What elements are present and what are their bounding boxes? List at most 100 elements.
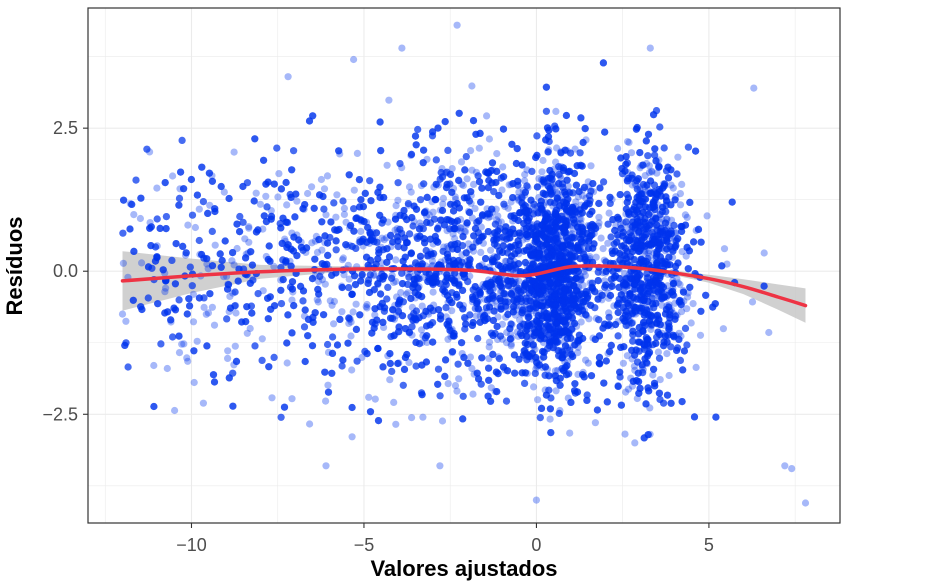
scatter-point <box>380 236 388 244</box>
scatter-point <box>562 207 570 215</box>
scatter-point <box>564 330 572 338</box>
scatter-point <box>469 247 478 255</box>
scatter-point <box>408 303 416 311</box>
scatter-point <box>487 279 495 287</box>
scatter-point <box>628 355 636 363</box>
scatter-point <box>620 287 628 295</box>
scatter-point <box>425 211 433 219</box>
scatter-point <box>483 112 491 120</box>
scatter-point <box>258 335 266 343</box>
scatter-point <box>494 353 502 361</box>
scatter-point <box>398 164 406 172</box>
scatter-point <box>496 278 504 286</box>
scatter-point <box>232 301 240 310</box>
scatter-point <box>556 204 564 212</box>
scatter-point <box>550 372 558 380</box>
scatter-point <box>530 277 539 285</box>
scatter-point <box>231 342 239 350</box>
scatter-point <box>579 248 587 257</box>
scatter-point <box>346 315 354 324</box>
scatter-point <box>647 325 655 334</box>
scatter-point <box>582 312 591 320</box>
scatter-point <box>492 234 500 242</box>
scatter-point <box>575 243 583 251</box>
scatter-point <box>467 199 475 207</box>
scatter-point <box>530 343 538 351</box>
scatter-point <box>430 301 438 309</box>
scatter-point <box>664 329 672 337</box>
scatter-point <box>640 233 648 241</box>
scatter-point <box>572 302 580 310</box>
scatter-point <box>386 376 394 384</box>
scatter-point <box>515 268 523 276</box>
scatter-point <box>330 320 338 328</box>
scatter-point <box>466 245 474 254</box>
scatter-point <box>199 399 207 407</box>
scatter-point <box>195 205 203 213</box>
scatter-point <box>667 181 675 189</box>
scatter-point <box>230 148 238 156</box>
scatter-point <box>550 231 558 239</box>
scatter-point <box>497 305 505 313</box>
scatter-point <box>473 238 481 246</box>
scatter-point <box>552 158 560 166</box>
scatter-point <box>527 264 535 272</box>
scatter-point <box>554 366 562 374</box>
scatter-point <box>392 256 400 264</box>
scatter-point <box>508 334 516 342</box>
scatter-point <box>362 218 371 226</box>
scatter-point <box>208 303 216 311</box>
scatter-point <box>646 230 654 238</box>
scatter-point <box>415 283 423 291</box>
scatter-point <box>676 201 685 209</box>
scatter-point <box>655 290 663 298</box>
scatter-point <box>408 414 416 422</box>
scatter-point <box>632 293 640 301</box>
scatter-point <box>569 233 577 241</box>
scatter-point <box>460 270 468 278</box>
scatter-point <box>622 278 630 286</box>
scatter-point <box>507 180 515 189</box>
scatter-point <box>429 288 437 296</box>
scatter-point <box>552 318 560 326</box>
scatter-point <box>528 330 536 338</box>
scatter-point <box>346 315 354 323</box>
scatter-point <box>572 209 580 217</box>
scatter-point <box>224 354 232 362</box>
scatter-point <box>559 228 568 236</box>
scatter-point <box>586 279 594 287</box>
scatter-point <box>760 249 768 257</box>
scatter-point <box>243 329 251 337</box>
scatter-point <box>478 261 486 269</box>
scatter-point <box>604 239 612 247</box>
scatter-point <box>392 420 400 428</box>
scatter-point <box>459 181 467 190</box>
scatter-point <box>552 387 560 395</box>
scatter-point <box>549 272 558 280</box>
scatter-point <box>493 216 501 224</box>
scatter-point <box>445 319 453 327</box>
scatter-point <box>531 326 539 334</box>
scatter-point <box>423 155 431 163</box>
scatter-point <box>493 150 501 158</box>
scatter-point <box>626 291 634 299</box>
scatter-point <box>528 244 536 252</box>
scatter-point <box>340 271 348 279</box>
scatter-point <box>631 439 639 447</box>
scatter-point <box>440 283 448 291</box>
scatter-point <box>534 280 542 288</box>
scatter-point <box>274 193 282 201</box>
scatter-point <box>679 286 687 295</box>
scatter-point <box>256 200 264 208</box>
scatter-point <box>660 321 668 329</box>
scatter-point <box>614 318 622 326</box>
scatter-point <box>674 153 682 161</box>
scatter-point <box>545 219 553 227</box>
scatter-point <box>678 308 686 316</box>
scatter-point <box>553 239 561 247</box>
scatter-point <box>175 349 184 357</box>
scatter-point <box>558 348 566 356</box>
scatter-point <box>643 307 651 315</box>
scatter-point <box>536 355 544 363</box>
